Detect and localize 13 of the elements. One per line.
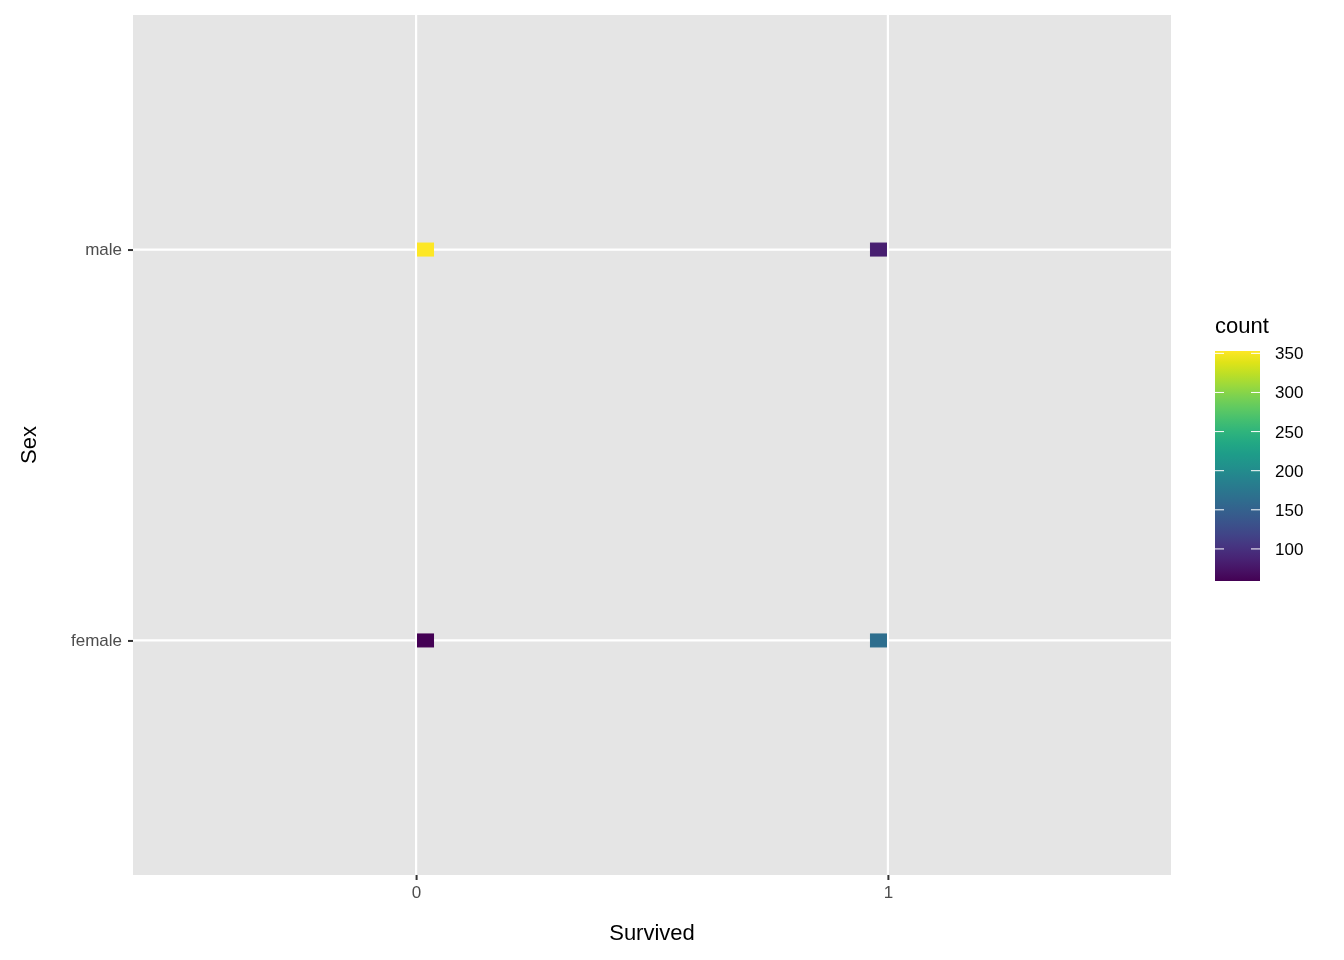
x-tick-label: 1 [883, 883, 894, 903]
color-bar-label: 100 [1275, 539, 1304, 559]
color-bar-label: 250 [1275, 422, 1304, 442]
x-axis-title: Survived [609, 920, 695, 945]
color-bar-label: 150 [1275, 500, 1304, 520]
color-bar-label: 300 [1275, 383, 1304, 403]
y-tick-label: male [85, 240, 122, 260]
color-bar-label: 350 [1275, 344, 1304, 364]
color-bar-title: count [1215, 313, 1269, 338]
y-tick-label: female [70, 631, 122, 651]
x-tick-label: 0 [411, 883, 422, 903]
y-axis-title: Sex [16, 426, 41, 464]
color-bar-label: 200 [1275, 461, 1304, 481]
